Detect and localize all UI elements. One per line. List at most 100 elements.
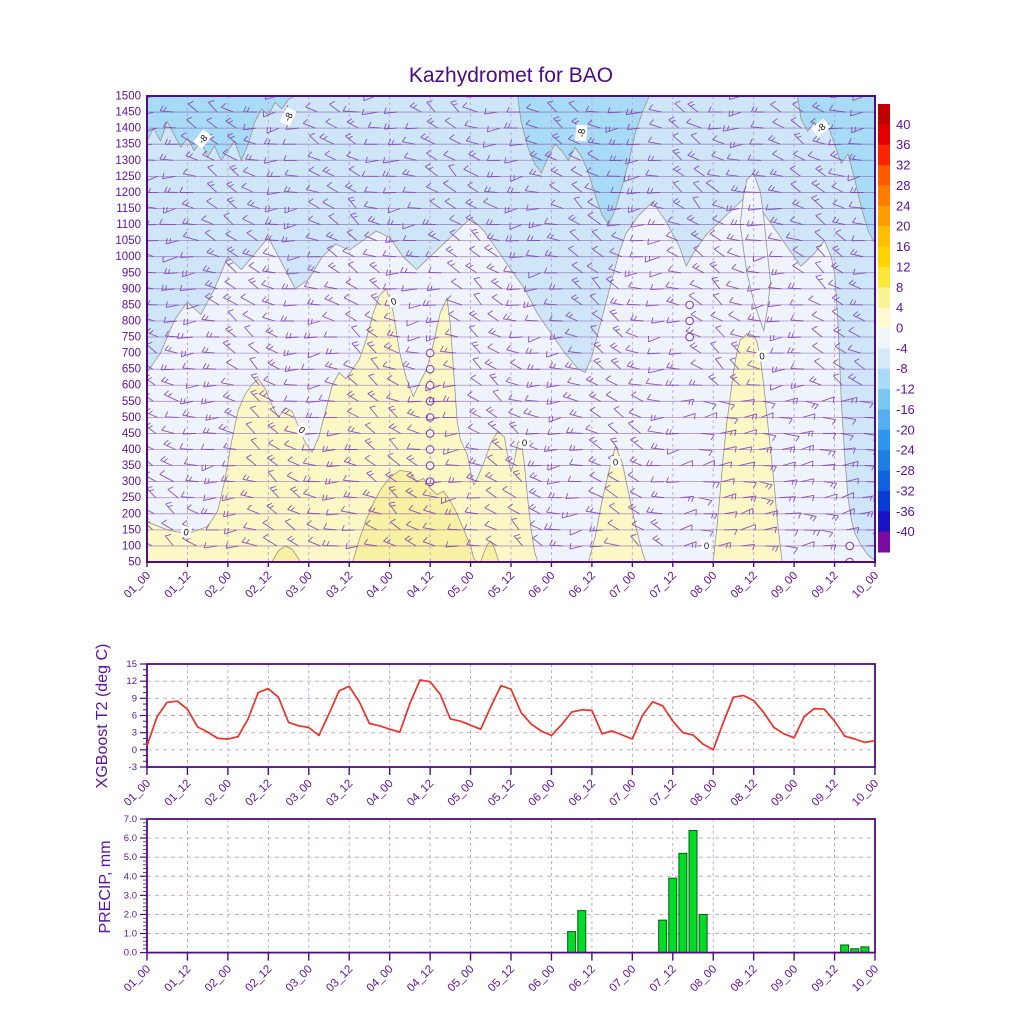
wind-barb — [565, 426, 583, 434]
wind-barb — [161, 425, 175, 434]
height-tick-label: 450 — [122, 428, 141, 440]
wind-barb — [828, 279, 841, 290]
wind-barb — [547, 428, 561, 436]
wind-barb — [326, 181, 339, 193]
wind-barb — [402, 360, 416, 370]
wind-barb — [745, 234, 762, 242]
wind-barb — [630, 221, 645, 228]
wind-barb — [859, 511, 874, 518]
t2-series-line — [146, 679, 876, 751]
wind-barb — [263, 138, 278, 145]
calm-wind-marker — [685, 316, 694, 326]
wind-barb — [388, 423, 401, 434]
wind-barb — [181, 199, 195, 209]
wind-barb — [751, 169, 766, 177]
wind-barb — [386, 393, 400, 402]
wind-barb — [284, 365, 298, 372]
wind-barb — [710, 311, 723, 322]
height-tick-label: 800 — [122, 315, 141, 327]
wind-barb — [646, 394, 661, 402]
y-tick-label: 4.0 — [124, 871, 137, 882]
x-tick-label: 07_00 — [607, 778, 638, 809]
wind-barb — [491, 438, 503, 450]
x-tick-label: 05_00 — [446, 778, 477, 809]
wind-barb — [647, 238, 661, 245]
wind-barb — [800, 478, 815, 485]
wind-barb — [285, 268, 300, 275]
wind-barb — [529, 150, 542, 161]
wind-barb — [147, 503, 155, 515]
y-tick-label: 3 — [132, 728, 137, 739]
wind-barb — [585, 505, 602, 515]
wind-barb — [307, 151, 321, 161]
wind-barb — [847, 174, 861, 182]
wind-barb — [159, 105, 174, 113]
height-tick-label: 1450 — [115, 107, 141, 119]
wind-barb — [525, 347, 539, 354]
wind-barb — [426, 100, 436, 113]
contour-label-bg — [519, 437, 530, 449]
calm-wind-marker — [685, 300, 694, 310]
wind-barb — [666, 362, 680, 370]
wind-barb — [590, 325, 599, 338]
wind-barb — [467, 391, 480, 402]
wind-barb — [589, 471, 602, 483]
wind-barb — [422, 489, 439, 499]
wind-barb — [526, 234, 541, 242]
wind-barb — [699, 449, 713, 457]
wind-barb — [793, 150, 806, 161]
colorbar-band — [878, 226, 890, 248]
calm-wind-marker — [425, 364, 435, 374]
wind-barb — [237, 96, 239, 97]
wind-barb — [767, 134, 781, 145]
wind-barb — [647, 335, 661, 343]
colorbar-tick-label: -16 — [896, 402, 915, 417]
wind-barb — [606, 275, 620, 290]
wind-barb — [426, 284, 441, 292]
wind-barb — [803, 529, 821, 537]
wind-barb — [484, 185, 498, 193]
wind-barb — [249, 405, 260, 418]
wind-barb — [484, 520, 498, 531]
wind-barb — [326, 461, 340, 468]
wind-barb — [321, 311, 335, 322]
wind-barb — [222, 392, 236, 402]
wind-barb — [245, 421, 256, 434]
wind-barb — [800, 460, 814, 468]
wind-barb — [264, 234, 279, 242]
wind-barb — [667, 448, 680, 455]
wind-barb — [307, 536, 321, 547]
wind-barb — [727, 247, 740, 258]
wind-barb — [502, 313, 517, 322]
wind-barb — [165, 237, 179, 245]
wind-barb — [221, 460, 236, 467]
wind-barb — [307, 351, 321, 359]
wind-barb — [204, 292, 220, 306]
wind-barb — [484, 244, 499, 258]
wind-barb — [468, 457, 482, 467]
wind-barb — [630, 533, 640, 547]
wind-barb — [305, 396, 320, 403]
wind-barb — [444, 197, 457, 209]
wind-barb — [307, 318, 321, 325]
wind-barb — [587, 198, 600, 209]
wind-barb — [224, 258, 237, 274]
y-tick-label: 15 — [126, 659, 137, 670]
wind-barb — [318, 394, 335, 402]
wind-barb — [242, 123, 257, 131]
x-tick-label: 10_00 — [850, 963, 881, 994]
wind-barb — [442, 411, 456, 419]
wind-barb — [147, 159, 156, 161]
wind-barb — [842, 447, 856, 454]
wind-barb — [713, 245, 726, 258]
wind-barb — [364, 438, 375, 450]
wind-barb — [715, 325, 725, 338]
wind-barb — [162, 256, 178, 263]
wind-barb — [423, 505, 437, 515]
wind-barb — [281, 407, 294, 418]
wind-barb — [688, 292, 703, 306]
wind-barb — [206, 180, 218, 193]
x-tick-label: 04_00 — [365, 778, 396, 809]
height-tick-label: 550 — [122, 396, 141, 408]
y-tick-label: 12 — [126, 676, 137, 687]
